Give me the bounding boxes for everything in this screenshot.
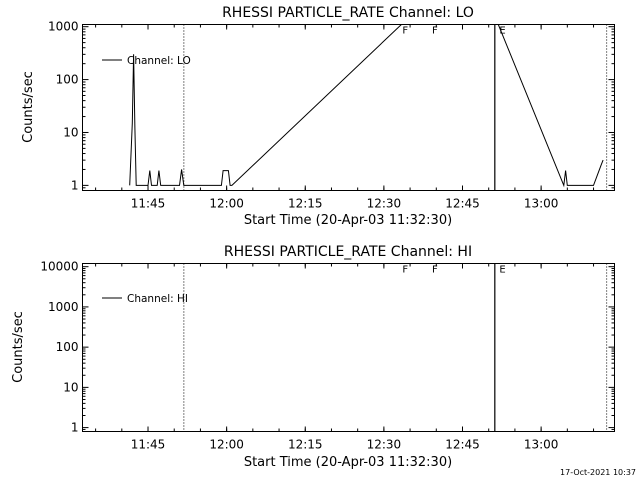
- y-tick-label: 100: [56, 340, 79, 354]
- x-tick-label: 12:15: [288, 197, 323, 211]
- y-axis: 1 10 100 1000: [48, 20, 615, 192]
- flag-annotation: F: [432, 265, 438, 276]
- x-tick-label: 11:45: [131, 197, 166, 211]
- x-axis-label: Start Time (20-Apr-03 11:32:30): [244, 455, 452, 470]
- plot-frame: [82, 24, 615, 191]
- y-axis-label: Counts/sec: [21, 71, 36, 143]
- x-tick-label: 12:30: [367, 197, 402, 211]
- chart-title: RHESSI PARTICLE_RATE Channel: LO: [222, 5, 474, 21]
- flag-annotation: F: [402, 265, 408, 276]
- flag-annotation: F: [432, 26, 438, 37]
- y-axis: 1 10 100 1000 10000: [40, 260, 615, 435]
- y-tick-label: 10000: [40, 260, 78, 274]
- generation-timestamp: 17-Oct-2021 10:37: [560, 468, 636, 477]
- y-tick-label: 10: [63, 125, 78, 139]
- hi-channel-panel: RHESSI PARTICLE_RATE Channel: HI F F E 11:…: [11, 244, 615, 470]
- x-tick-label: 12:30: [367, 438, 402, 452]
- x-tick-label: 12:00: [209, 197, 244, 211]
- y-axis-label: Counts/sec: [11, 311, 26, 383]
- data-series-line: [129, 24, 604, 188]
- flag-annotation: F: [402, 26, 408, 37]
- x-axis: 11:45 12:00 12:15 12:30 12:45 13:00: [95, 263, 595, 452]
- x-tick-label: 12:45: [445, 197, 480, 211]
- y-tick-label: 1000: [48, 20, 79, 34]
- legend-label: Channel: HI: [127, 293, 188, 305]
- y-tick-label: 10: [63, 380, 78, 394]
- x-tick-label: 13:00: [524, 197, 559, 211]
- data-layer: [129, 24, 604, 188]
- y-tick-label: 1: [71, 421, 79, 435]
- x-tick-label: 12:45: [445, 438, 480, 452]
- x-tick-label: 11:45: [131, 438, 166, 452]
- x-axis: 11:45 12:00 12:15 12:30 12:45 13:00: [95, 24, 595, 211]
- y-tick-label: 1000: [48, 300, 79, 314]
- lo-channel-panel: RHESSI PARTICLE_RATE Channel: LO F F E 11:…: [21, 5, 615, 228]
- x-tick-label: 13:00: [524, 438, 559, 452]
- legend: Channel: LO: [102, 55, 191, 67]
- x-axis-label: Start Time (20-Apr-03 11:32:30): [244, 213, 452, 228]
- chart-title: RHESSI PARTICLE_RATE Channel: HI: [224, 244, 472, 260]
- x-tick-label: 12:00: [209, 438, 244, 452]
- flag-annotation: E: [499, 26, 505, 37]
- legend-label: Channel: LO: [127, 55, 191, 67]
- event-lines: [183, 24, 608, 191]
- y-tick-label: 1: [71, 178, 79, 192]
- y-tick-label: 100: [56, 73, 79, 87]
- plot-frame: [82, 263, 615, 432]
- x-tick-label: 12:15: [288, 438, 323, 452]
- flag-annotation: E: [499, 265, 505, 276]
- legend: Channel: HI: [102, 293, 188, 305]
- event-lines: [183, 263, 608, 432]
